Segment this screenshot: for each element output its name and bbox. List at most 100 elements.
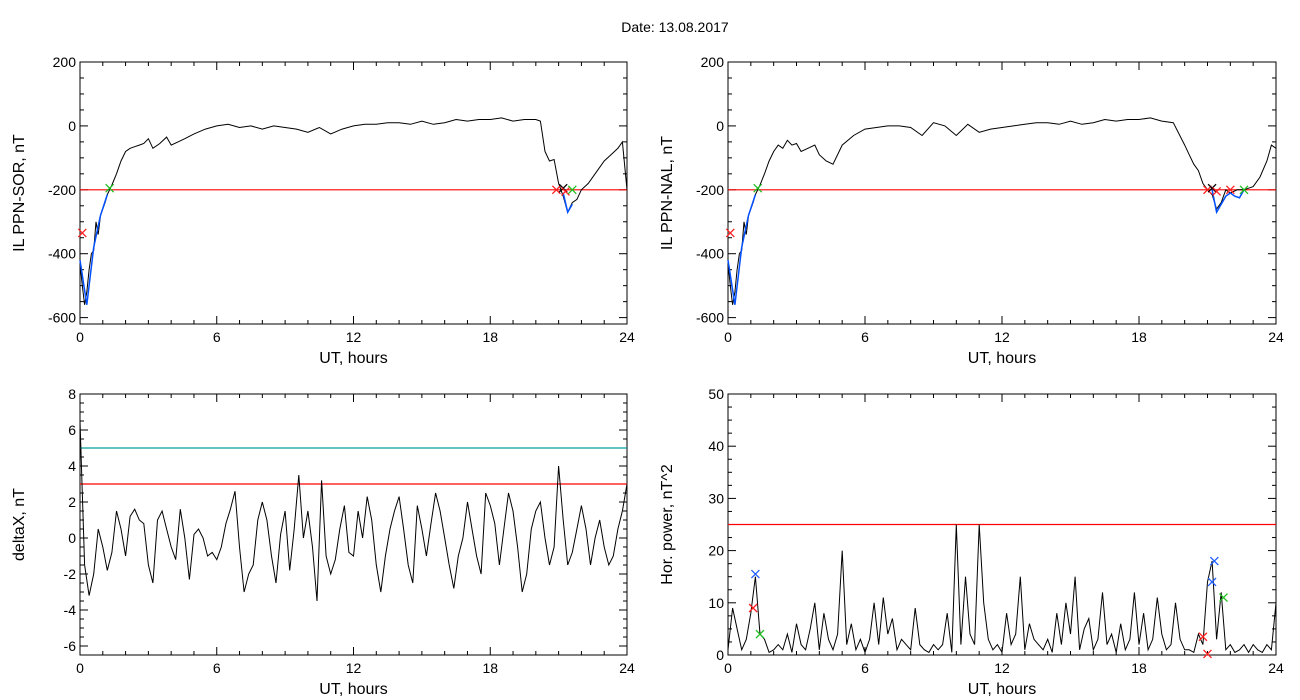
y-tick-label: 6 [68,422,76,438]
event-marker [561,186,570,196]
y-axis-label: IL PPN-SOR, nT [11,134,28,252]
event-marker [1212,186,1222,196]
data-series-line [727,524,1277,654]
y-tick-label: -400 [48,246,76,262]
x-axis-label: UT, hours [968,681,1036,698]
x-tick-label: 12 [994,660,1010,676]
x-tick-label: 24 [1268,660,1284,676]
event-marker-stroke [551,185,561,195]
x-tick-label: 6 [861,660,869,676]
plot-frame [79,393,628,656]
x-tick-label: 6 [861,329,869,345]
panel-1: 0 6 12 18 24 -600 -400 -200 0 200 UT, hours IL PPN-… [11,54,635,367]
y-tick-label: 20 [708,543,724,559]
x-tick-label: 0 [724,660,732,676]
event-marker [750,569,760,579]
event-marker-stroke [1212,186,1222,196]
y-tick-label: 0 [68,530,76,546]
plot-frame [727,61,1277,325]
event-marker-stroke [561,186,570,196]
event-marker-stroke [1198,632,1208,642]
event-marker-stroke [750,569,760,579]
fitted-segment-line [1211,189,1245,215]
event-marker [1225,185,1235,195]
event-marker [755,629,765,639]
y-tick-label: 8 [68,386,76,402]
y-axis-label: deltaX, nT [11,488,28,561]
fitted-segment-line [79,194,109,305]
event-marker [1198,632,1208,642]
x-tick-label: 0 [76,329,84,345]
y-tick-label: -4 [64,602,77,618]
y-tick-label: -400 [696,246,724,262]
x-tick-label: 0 [76,660,84,676]
y-tick-label: 30 [708,490,724,506]
event-marker-stroke [1203,649,1212,659]
event-marker [77,228,87,238]
y-tick-label: -6 [64,638,77,654]
x-tick-label: 24 [1268,329,1284,345]
y-tick-label: 50 [708,386,724,402]
event-marker-stroke [753,183,763,193]
data-series-line [727,117,1277,305]
panel-2: 0 6 12 18 24 -600 -400 -200 0 200 UT, hours IL PPN-… [659,54,1284,367]
event-marker [1203,649,1212,659]
y-tick-label: 0 [68,118,76,134]
event-marker-stroke [77,228,87,238]
x-tick-label: 18 [1131,329,1147,345]
fitted-segment-line [562,192,573,215]
y-tick-label: -2 [64,566,77,582]
x-tick-label: 6 [213,329,221,345]
data-series-line [79,117,628,305]
event-marker-stroke [755,629,765,639]
x-tick-label: 18 [482,329,498,345]
y-tick-label: 200 [53,54,77,70]
event-marker [1239,185,1249,195]
y-axis-label: IL PPN-NAL, nT [659,136,676,250]
x-tick-label: 12 [346,660,362,676]
event-marker [567,185,577,195]
event-marker-stroke [1239,185,1249,195]
y-tick-label: 0 [716,118,724,134]
x-tick-label: 24 [619,660,635,676]
figure-title: Date: 13.08.2017 [621,19,729,35]
x-tick-label: 6 [213,660,221,676]
event-marker [1219,593,1228,603]
event-marker-stroke [567,185,577,195]
event-marker [1209,556,1219,566]
event-marker [105,183,115,193]
event-marker [1207,577,1217,587]
y-tick-label: -200 [696,182,724,198]
y-tick-label: -600 [696,310,724,326]
event-marker-stroke [1207,577,1217,587]
event-marker [753,183,763,193]
event-marker [551,185,561,195]
event-marker [725,228,735,238]
event-marker-stroke [1209,556,1219,566]
event-marker-stroke [1225,185,1235,195]
x-tick-label: 24 [619,329,635,345]
event-marker [1207,183,1217,193]
panel-4: 0 6 12 18 24 0 10 20 30 40 50 UT, hours Hor. power, … [659,386,1284,698]
data-series-line [79,420,628,602]
y-tick-label: 0 [716,647,724,663]
x-tick-label: 12 [994,329,1010,345]
x-axis-label: UT, hours [968,350,1036,367]
y-tick-label: 200 [701,54,725,70]
y-tick-label: -600 [48,310,76,326]
y-axis-label: Hor. power, nT^2 [659,464,676,585]
y-tick-label: 2 [68,494,76,510]
event-marker-stroke [1207,183,1217,193]
fitted-segment-line [727,194,757,305]
y-tick-label: 40 [708,438,724,454]
y-tick-label: -200 [48,182,76,198]
plot-frame [79,61,628,325]
x-axis-label: UT, hours [319,350,387,367]
x-tick-label: 18 [482,660,498,676]
event-marker-stroke [725,228,735,238]
x-tick-label: 0 [724,329,732,345]
event-marker [748,603,758,613]
y-tick-label: 4 [68,458,76,474]
